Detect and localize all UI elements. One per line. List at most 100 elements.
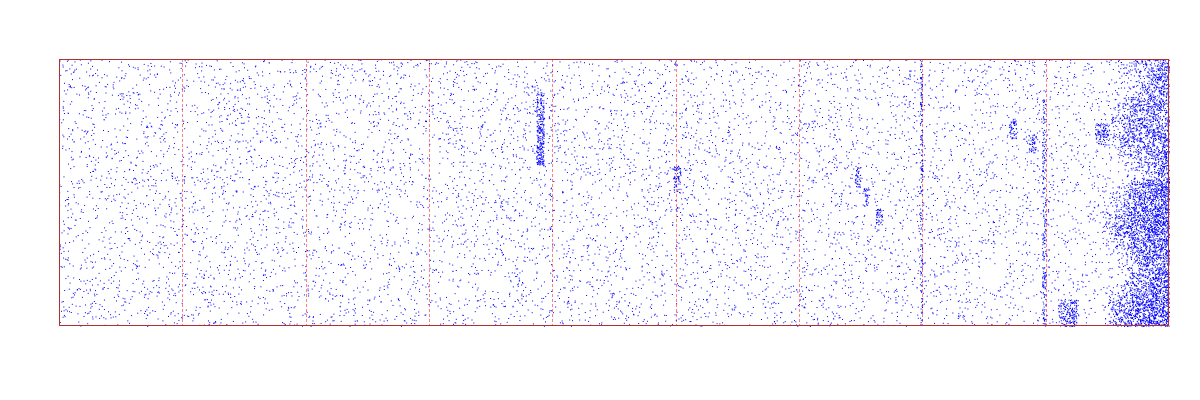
noise-point <box>1051 175 1053 177</box>
noise-point <box>927 189 929 191</box>
noise-point <box>255 200 257 202</box>
noise-point <box>1057 276 1059 278</box>
noise-point <box>813 129 815 131</box>
noise-point <box>626 268 627 270</box>
noise-point <box>1033 121 1035 123</box>
noise-point <box>684 275 686 277</box>
noise-point <box>779 103 781 105</box>
noise-point <box>142 169 144 171</box>
noise-point <box>506 321 508 323</box>
noise-point <box>196 107 198 109</box>
noise-point <box>536 271 538 273</box>
noise-point <box>163 169 165 171</box>
noise-point <box>534 225 536 227</box>
noise-point <box>137 94 139 96</box>
noise-point <box>772 73 774 75</box>
noise-point <box>108 173 110 175</box>
noise-point <box>707 221 709 223</box>
noise-point <box>1121 299 1123 301</box>
noise-point <box>463 80 465 82</box>
noise-point <box>1164 270 1166 272</box>
noise-point <box>895 299 897 301</box>
noise-point <box>212 201 214 203</box>
noise-point <box>495 201 497 203</box>
noise-point <box>199 135 201 137</box>
noise-point <box>273 84 275 86</box>
noise-point <box>607 84 609 86</box>
noise-point <box>681 155 683 157</box>
noise-point <box>140 247 142 249</box>
noise-point <box>66 60 68 62</box>
noise-point <box>745 256 747 258</box>
noise-point <box>620 114 622 116</box>
noise-point <box>1168 120 1170 122</box>
noise-point <box>194 161 196 163</box>
noise-point <box>407 291 409 293</box>
noise-point <box>578 75 580 77</box>
noise-point <box>326 217 328 218</box>
noise-point <box>257 240 259 241</box>
noise-point <box>623 322 625 324</box>
noise-point <box>936 314 938 316</box>
noise-point <box>472 263 474 265</box>
noise-point <box>281 247 283 249</box>
noise-point <box>548 163 550 164</box>
noise-point <box>942 322 944 324</box>
noise-point <box>840 72 842 74</box>
noise-point <box>1033 71 1035 73</box>
noise-point <box>1094 311 1096 313</box>
noise-point <box>858 261 860 263</box>
noise-point <box>610 110 612 112</box>
noise-point <box>288 292 289 294</box>
noise-point <box>124 171 126 173</box>
noise-point <box>1077 222 1079 224</box>
noise-point <box>349 226 351 228</box>
noise-point <box>637 214 639 216</box>
noise-point <box>143 280 145 282</box>
noise-point <box>160 128 161 130</box>
noise-point <box>903 95 905 97</box>
noise-point <box>426 198 428 200</box>
noise-point <box>398 126 400 128</box>
noise-point <box>125 150 127 152</box>
noise-point <box>930 292 932 294</box>
noise-point <box>413 281 415 283</box>
noise-point <box>1089 218 1091 220</box>
noise-point <box>70 216 72 218</box>
noise-point <box>154 311 156 312</box>
noise-point <box>617 189 619 191</box>
noise-point <box>603 280 605 281</box>
noise-point <box>318 268 320 270</box>
noise-point <box>951 129 953 131</box>
noise-point <box>646 200 648 202</box>
noise-point <box>666 173 668 175</box>
noise-point <box>539 234 541 236</box>
noise-point <box>462 126 463 128</box>
noise-point <box>440 82 441 84</box>
noise-point <box>914 92 916 94</box>
noise-point <box>241 117 243 118</box>
noise-point <box>964 210 966 212</box>
noise-point <box>586 132 588 134</box>
noise-point <box>950 153 952 155</box>
noise-point <box>950 154 952 156</box>
noise-point <box>206 122 207 124</box>
noise-point <box>540 179 542 181</box>
noise-point <box>916 130 918 132</box>
noise-point <box>1059 311 1061 313</box>
noise-point <box>795 158 797 160</box>
noise-point <box>652 291 654 293</box>
noise-point <box>111 277 112 279</box>
noise-point <box>112 316 114 318</box>
noise-point <box>1147 316 1149 318</box>
noise-point <box>984 306 986 308</box>
noise-point <box>934 274 936 276</box>
noise-point <box>1082 275 1083 277</box>
noise-point <box>605 303 607 305</box>
noise-point <box>589 137 591 139</box>
noise-point <box>457 194 459 196</box>
noise-point <box>458 148 460 150</box>
noise-point <box>434 270 436 271</box>
noise-point <box>757 253 759 255</box>
